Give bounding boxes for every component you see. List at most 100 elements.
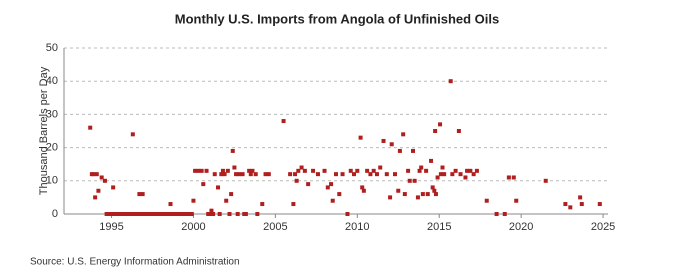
point — [250, 168, 255, 173]
point — [352, 172, 357, 177]
point — [329, 182, 334, 187]
point — [247, 168, 252, 173]
x-tick-label: 2025 — [591, 221, 615, 233]
point — [417, 168, 422, 173]
point — [453, 168, 458, 173]
y-tick-label: 20 — [46, 142, 58, 154]
point — [456, 129, 461, 133]
point — [99, 175, 104, 180]
point — [137, 192, 142, 197]
point — [296, 168, 301, 173]
point — [378, 165, 383, 170]
point — [361, 188, 366, 193]
point — [563, 202, 568, 207]
point — [463, 175, 468, 180]
y-tick-label: 30 — [46, 108, 58, 120]
point — [217, 212, 222, 216]
point — [189, 212, 194, 216]
point — [424, 168, 429, 173]
point — [494, 212, 499, 216]
point — [471, 172, 476, 177]
point — [255, 212, 260, 216]
point — [389, 142, 394, 147]
point — [293, 172, 298, 177]
point — [93, 195, 98, 200]
point — [88, 125, 93, 130]
point — [396, 188, 401, 193]
point — [402, 192, 407, 197]
point — [311, 168, 316, 173]
point — [411, 148, 416, 153]
point — [568, 205, 573, 210]
point — [334, 172, 338, 177]
point — [225, 168, 230, 173]
point — [325, 185, 330, 190]
point — [196, 168, 201, 173]
x-tick-label: 2005 — [263, 221, 287, 233]
point — [315, 172, 320, 177]
chart-title: Monthly U.S. Imports from Angola of Unfi… — [175, 11, 500, 26]
point — [458, 172, 463, 177]
point — [229, 192, 234, 197]
point — [474, 168, 479, 173]
point — [448, 79, 453, 84]
point — [388, 195, 393, 200]
point — [419, 165, 424, 170]
point — [438, 122, 443, 127]
y-tick-label: 10 — [46, 175, 58, 187]
point — [135, 212, 140, 216]
point — [130, 132, 135, 137]
point — [345, 212, 350, 216]
point — [219, 172, 224, 177]
y-tick-label: 50 — [46, 42, 58, 54]
point — [543, 178, 548, 183]
point — [240, 172, 245, 177]
point — [248, 172, 253, 177]
point — [433, 192, 438, 197]
point — [579, 202, 584, 207]
x-tick-label: 2000 — [181, 221, 205, 233]
point — [450, 172, 455, 177]
point — [227, 212, 232, 216]
point — [514, 198, 519, 203]
point — [401, 132, 406, 137]
point — [406, 168, 411, 173]
point — [291, 202, 296, 207]
point — [506, 175, 511, 180]
point — [201, 182, 206, 187]
point — [207, 212, 212, 216]
point — [294, 178, 299, 183]
y-axis-label: Thousand Barrels per Day — [38, 66, 50, 195]
point — [288, 172, 293, 177]
point — [397, 148, 402, 153]
point — [435, 175, 440, 180]
point — [211, 212, 216, 216]
point — [260, 202, 265, 207]
point — [358, 135, 363, 140]
x-tick-label: 1995 — [99, 221, 123, 233]
point — [302, 168, 307, 173]
point — [237, 172, 242, 177]
point — [429, 158, 434, 163]
point — [166, 212, 171, 216]
point — [430, 185, 435, 190]
point — [348, 168, 353, 173]
point — [425, 192, 430, 197]
point — [433, 129, 438, 133]
point — [360, 185, 365, 190]
point — [139, 212, 144, 216]
point — [220, 168, 225, 173]
point — [407, 178, 412, 183]
point — [306, 182, 311, 187]
point — [381, 138, 386, 143]
x-tick-label: 2020 — [509, 221, 533, 233]
point — [222, 172, 227, 177]
point — [374, 172, 379, 177]
point — [191, 198, 196, 203]
point — [330, 198, 335, 203]
point — [209, 208, 214, 213]
point — [438, 172, 443, 177]
point — [204, 168, 209, 173]
point — [230, 148, 235, 153]
